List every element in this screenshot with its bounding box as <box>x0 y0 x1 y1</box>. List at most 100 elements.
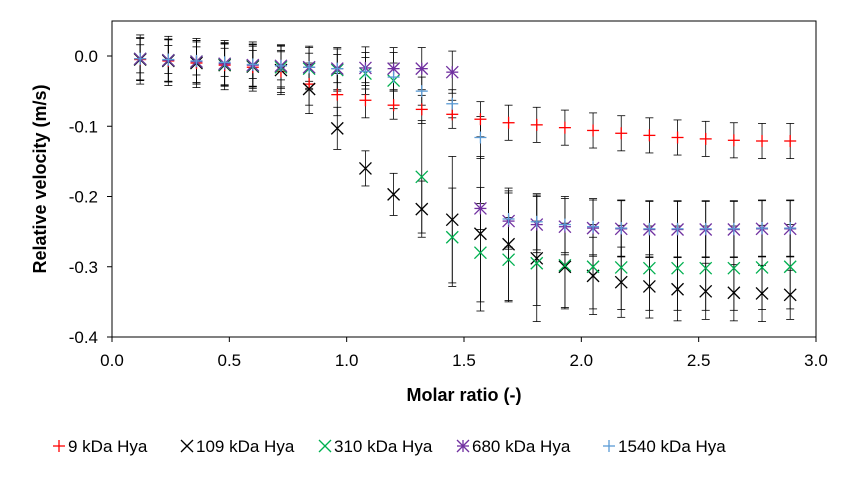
point-109-kda-hya <box>330 121 344 135</box>
point-9-kda-hya <box>502 116 515 129</box>
point-109-kda-hya <box>558 260 572 274</box>
y-tick-label: -0.3 <box>69 258 98 277</box>
marker-stroke <box>671 261 685 275</box>
point-1540-kda-hya <box>558 218 571 231</box>
point-9-kda-hya <box>615 127 628 140</box>
marker-stroke <box>699 284 713 298</box>
legend-item-310-kda-hya: 310 kDa Hya <box>318 437 433 456</box>
marker-stroke <box>642 279 656 293</box>
marker-stroke <box>642 261 656 275</box>
marker-stroke <box>558 258 572 272</box>
point-1540-kda-hya <box>134 52 147 65</box>
legend-marker-1540-kda-hya <box>603 440 615 452</box>
point-680-kda-hya <box>415 62 429 76</box>
point-9-kda-hya <box>558 121 571 134</box>
point-9-kda-hya <box>446 108 459 121</box>
x-tick-label: 3.0 <box>804 351 828 370</box>
point-1540-kda-hya <box>162 53 175 66</box>
marker-stroke <box>614 275 628 289</box>
point-109-kda-hya <box>302 82 316 96</box>
point-9-kda-hya <box>784 135 797 148</box>
x-tick-label: 0.5 <box>218 351 242 370</box>
marker-stroke <box>783 260 797 274</box>
x-axis-title: Molar ratio (-) <box>407 385 522 405</box>
marker-stroke <box>783 288 797 302</box>
point-109-kda-hya <box>473 227 487 241</box>
marker-stroke <box>358 161 372 175</box>
y-axis-title: Relative velocity (m/s) <box>30 84 50 273</box>
legend-label-310-kda-hya: 310 kDa Hya <box>334 437 433 456</box>
point-9-kda-hya <box>671 131 684 144</box>
point-1540-kda-hya <box>446 97 459 110</box>
point-1540-kda-hya <box>699 222 712 235</box>
point-310-kda-hya <box>473 246 487 260</box>
point-109-kda-hya <box>387 187 401 201</box>
point-310-kda-hya <box>727 261 741 275</box>
data-markers <box>133 52 797 302</box>
legend-label-1540-kda-hya: 1540 kDa Hya <box>618 437 726 456</box>
legend-label-680-kda-hya: 680 kDa Hya <box>472 437 571 456</box>
point-1540-kda-hya <box>359 65 372 78</box>
point-310-kda-hya <box>530 256 544 270</box>
point-1540-kda-hya <box>502 212 515 225</box>
point-310-kda-hya <box>642 261 656 275</box>
marker-stroke <box>699 261 713 275</box>
y-tick-label: -0.1 <box>69 117 98 136</box>
marker-stroke <box>586 260 600 274</box>
point-1540-kda-hya <box>615 222 628 235</box>
point-9-kda-hya <box>756 135 769 148</box>
marker-stroke <box>586 269 600 283</box>
marker-stroke <box>318 439 332 453</box>
x-tick-label: 1.5 <box>452 351 476 370</box>
point-109-kda-hya <box>445 213 459 227</box>
marker-stroke <box>415 62 429 76</box>
point-1540-kda-hya <box>331 62 344 75</box>
point-9-kda-hya <box>727 134 740 147</box>
legend-item-9-kda-hya: 9 kDa Hya <box>53 437 148 456</box>
y-tick-label: 0.0 <box>74 47 98 66</box>
marker-stroke <box>727 261 741 275</box>
legend-marker-9-kda-hya <box>53 440 65 452</box>
point-310-kda-hya <box>586 260 600 274</box>
marker-stroke <box>415 170 429 184</box>
point-109-kda-hya <box>642 279 656 293</box>
point-9-kda-hya <box>387 99 400 112</box>
marker-stroke <box>445 65 459 79</box>
point-1540-kda-hya <box>587 220 600 233</box>
point-109-kda-hya <box>755 286 769 300</box>
point-9-kda-hya <box>359 94 372 107</box>
point-1540-kda-hya <box>643 222 656 235</box>
point-9-kda-hya <box>699 132 712 145</box>
marker-stroke <box>614 260 628 274</box>
y-tick-label: -0.4 <box>69 328 98 347</box>
point-310-kda-hya <box>502 253 516 267</box>
marker-stroke <box>302 82 316 96</box>
legend-marker-310-kda-hya <box>318 439 332 453</box>
axis-ticks: 0.0 0.5 1.0 1.5 2.0 2.5 3.0 0.0 -0.1 -0.2 -0.3 -0.4 <box>69 47 828 370</box>
plot-border <box>111 20 817 338</box>
point-9-kda-hya <box>530 118 543 131</box>
marker-stroke <box>445 230 459 244</box>
point-310-kda-hya <box>445 230 459 244</box>
point-1540-kda-hya <box>415 85 428 98</box>
point-9-kda-hya <box>331 88 344 101</box>
legend-item-680-kda-hya: 680 kDa Hya <box>456 437 571 456</box>
point-9-kda-hya <box>415 103 428 116</box>
point-1540-kda-hya <box>530 215 543 228</box>
point-1540-kda-hya <box>784 222 797 235</box>
marker-stroke <box>530 256 544 270</box>
point-109-kda-hya <box>415 202 429 216</box>
point-1540-kda-hya <box>727 222 740 235</box>
legend-item-109-kda-hya: 109 kDa Hya <box>180 437 295 456</box>
point-310-kda-hya <box>558 258 572 272</box>
marker-stroke <box>387 62 401 76</box>
point-109-kda-hya <box>530 251 544 265</box>
marker-stroke <box>502 253 516 267</box>
point-1540-kda-hya <box>756 222 769 235</box>
x-tick-label: 0.0 <box>100 351 124 370</box>
point-1540-kda-hya <box>190 54 203 67</box>
point-680-kda-hya <box>473 201 487 215</box>
point-109-kda-hya <box>699 284 713 298</box>
marker-stroke <box>330 121 344 135</box>
